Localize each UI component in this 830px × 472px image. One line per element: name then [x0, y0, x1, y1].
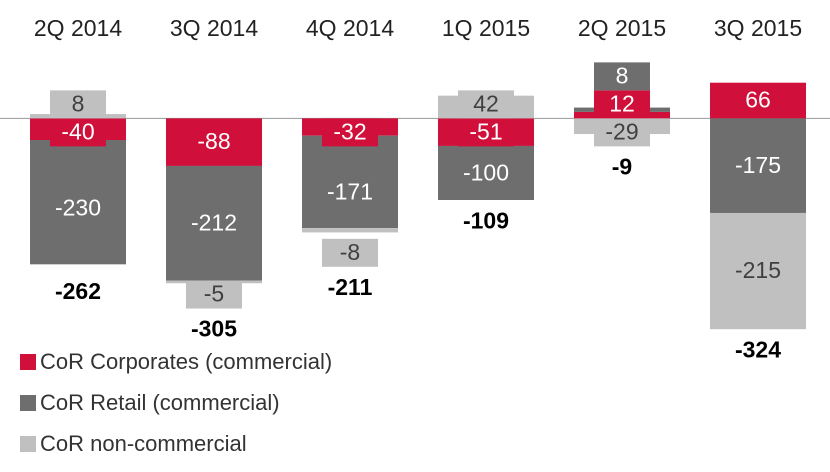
x-tick-label: 2Q 2014 [34, 15, 122, 41]
bar-segment [710, 82, 806, 119]
value-label: 8 [616, 62, 629, 88]
value-label: -40 [61, 118, 94, 144]
value-label: -51 [469, 118, 502, 144]
x-tick-label: 2Q 2015 [578, 15, 666, 41]
value-label: -212 [191, 209, 237, 235]
bar-segment [166, 165, 262, 281]
label-box [186, 280, 242, 309]
label-box [594, 90, 650, 119]
value-label: -171 [327, 179, 373, 205]
bar-segment [166, 118, 262, 166]
legend-swatch [20, 436, 36, 452]
value-label: 66 [745, 87, 771, 113]
label-box [322, 118, 378, 147]
value-label: -100 [463, 159, 509, 185]
bar-segment [438, 145, 534, 200]
x-tick-label: 1Q 2015 [442, 15, 530, 41]
bar-segment [710, 212, 806, 330]
total-label: -324 [735, 336, 781, 362]
label-box [594, 62, 650, 91]
label-box [322, 238, 378, 267]
legend-label: CoR non-commercial [40, 431, 247, 456]
total-label: -262 [55, 278, 101, 304]
label-box [594, 118, 650, 147]
value-label: -215 [735, 257, 781, 283]
label-box [50, 90, 106, 119]
value-label: -5 [204, 281, 224, 307]
label-box [50, 118, 106, 147]
bar-segment [302, 135, 398, 229]
value-label: -230 [55, 195, 101, 221]
value-label: -29 [605, 118, 638, 144]
legend-label: CoR Retail (commercial) [40, 390, 280, 415]
value-label: -32 [333, 118, 366, 144]
x-tick-label: 3Q 2015 [714, 15, 802, 41]
total-label: -9 [612, 153, 632, 179]
bar-segment [30, 140, 126, 265]
value-label: -8 [340, 239, 360, 265]
value-label: 12 [609, 90, 635, 116]
legend-swatch [20, 395, 36, 411]
value-label: 8 [72, 90, 85, 116]
value-label: -88 [197, 128, 230, 154]
value-label: 42 [473, 90, 499, 116]
value-label: -175 [735, 152, 781, 178]
legend-label: CoR Corporates (commercial) [40, 349, 332, 374]
total-label: -109 [463, 208, 509, 234]
bar-segment [710, 118, 806, 213]
total-label: -211 [328, 274, 373, 300]
x-tick-label: 3Q 2014 [170, 15, 258, 41]
bar-segment [302, 228, 398, 233]
total-label: -305 [191, 316, 237, 342]
legend-swatch [20, 354, 36, 370]
x-tick-label: 4Q 2014 [306, 15, 394, 41]
label-box [458, 118, 514, 147]
label-box [458, 90, 514, 119]
